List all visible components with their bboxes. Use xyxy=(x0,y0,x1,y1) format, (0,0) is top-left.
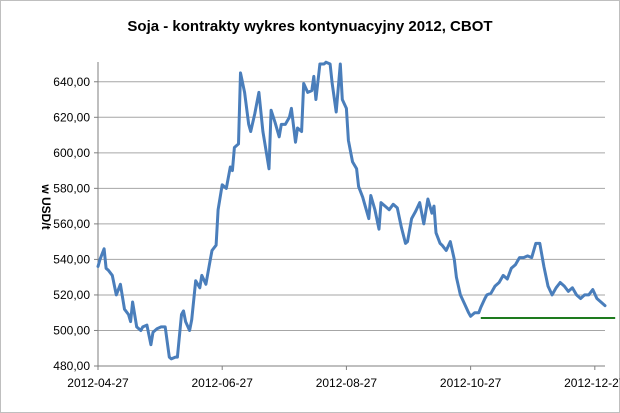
series-line xyxy=(96,60,607,361)
y-tick-label: 580,00 xyxy=(53,181,90,195)
chart-title: Soja - kontrakty wykres kontynuacyjny 20… xyxy=(127,18,493,35)
y-tick-label: 500,00 xyxy=(53,323,90,337)
y-tick-label: 640,00 xyxy=(53,75,90,89)
y-tick-label: 600,00 xyxy=(53,146,90,160)
y-tick-label: 520,00 xyxy=(53,288,90,302)
x-tick-label: 2012-06-27 xyxy=(192,376,254,390)
y-axis-label: w USD/t xyxy=(39,183,53,229)
series xyxy=(96,60,607,361)
x-tick-label: 2012-04-27 xyxy=(67,376,129,390)
y-tick-labels: 480,00 500,00 520,00 540,00 560,00 580,00 600,… xyxy=(53,75,90,373)
gridlines xyxy=(98,81,605,331)
x-tick-label: 2012-08-27 xyxy=(316,376,378,390)
x-tick-labels: 2012-04-27 2012-06-27 2012-08-27 2012-10-27… xyxy=(67,376,620,390)
axes xyxy=(94,62,605,370)
x-tick-label: 2012-12-27 xyxy=(564,376,620,390)
y-tick-label: 620,00 xyxy=(53,110,90,124)
y-tick-label: 540,00 xyxy=(53,252,90,266)
y-tick-label: 560,00 xyxy=(53,217,90,231)
x-tick-label: 2012-10-27 xyxy=(440,376,502,390)
y-tick-label: 480,00 xyxy=(53,359,90,373)
